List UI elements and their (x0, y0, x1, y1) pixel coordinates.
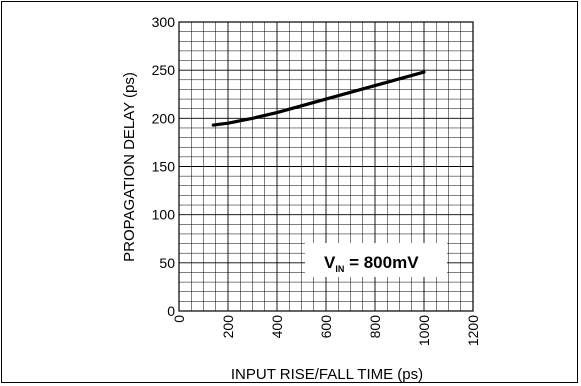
x-tick-label: 800 (367, 315, 383, 339)
y-axis-label: PROPAGATION DELAY (ps) (121, 72, 138, 262)
x-tick-label: 1200 (465, 315, 481, 346)
x-tick-label: 200 (220, 315, 236, 339)
annotation-background (305, 243, 447, 277)
series-line (211, 70, 426, 127)
annotation-box: VIN = 800mV (305, 243, 447, 277)
y-tick-label: 50 (159, 255, 175, 271)
annotation-subscript: IN (335, 264, 344, 274)
y-tick-label: 150 (152, 159, 176, 175)
x-tick-label: 0 (171, 315, 187, 323)
y-tick-label: 250 (152, 62, 176, 78)
x-tick-label: 600 (318, 315, 334, 339)
plot-border (178, 21, 474, 312)
annotation-value: = 800mV (344, 253, 419, 272)
series-layer (211, 70, 426, 127)
annotation-main: V (324, 253, 336, 272)
axis-layer: 0 50 100 150 200 250 300 0 200 400 600 800 1000 1200 (152, 14, 481, 346)
y-tick-label: 0 (167, 303, 175, 319)
annotation-text: VIN = 800mV (324, 253, 419, 274)
y-tick-label: 300 (152, 14, 176, 30)
y-tick-label: 200 (152, 110, 176, 126)
y-tick-label: 100 (152, 207, 176, 223)
x-tick-label: 1000 (416, 315, 432, 346)
x-axis-label: INPUT RISE/FALL TIME (ps) (231, 366, 423, 383)
x-tick-label: 400 (269, 315, 285, 339)
